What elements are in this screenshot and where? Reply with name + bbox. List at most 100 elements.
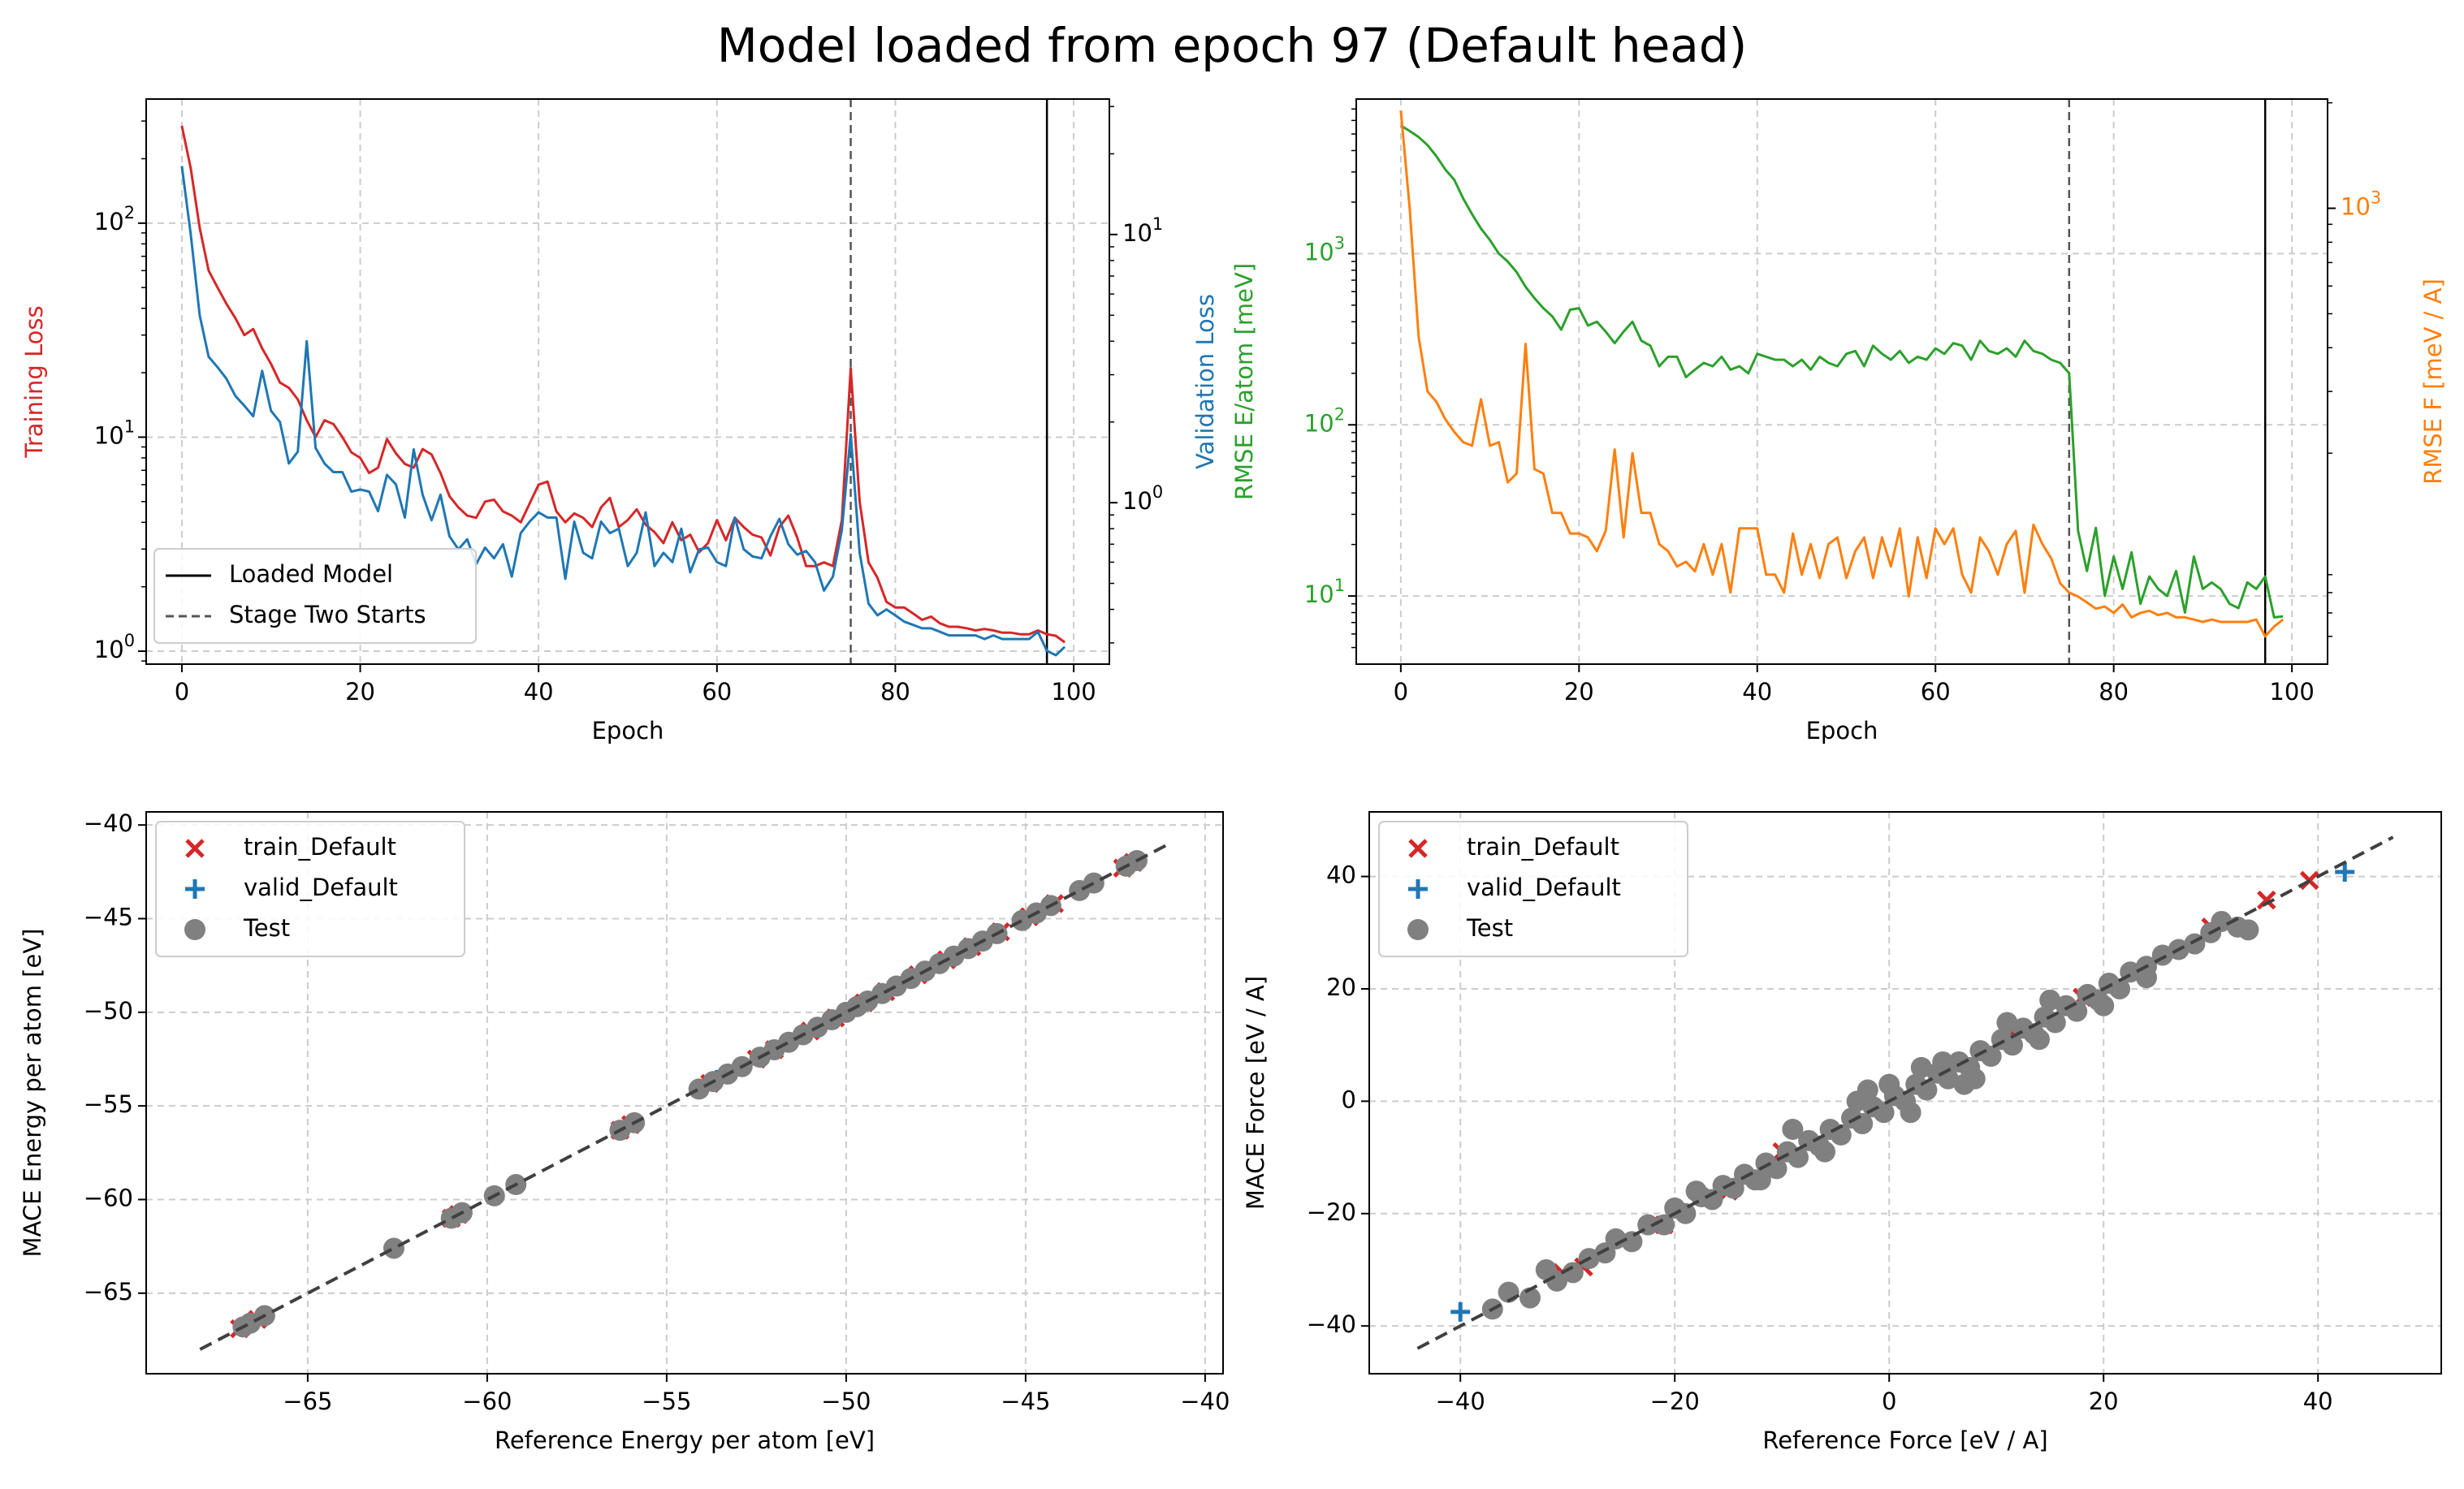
chart-rmse: 0 20 40 60 80 100 Epoch 101 102 103 103 RMSE E/atom… <box>1230 98 2447 744</box>
y-tick-label: −60 <box>84 1184 133 1211</box>
axes-frame <box>145 811 1224 1375</box>
charts-area: 0 20 40 60 80 100 Epoch 100 101 102 100 101 Training… <box>19 98 2447 1454</box>
legend-box <box>155 821 465 957</box>
plot-area <box>199 842 1170 1351</box>
data-point <box>1787 1146 1809 1168</box>
y-axis-label: MACE Energy per atom [eV] <box>19 929 46 1258</box>
legend-symbol-+ <box>1408 879 1428 899</box>
x-tick-label: 60 <box>1921 678 1951 706</box>
legend-label: valid_Default <box>1467 874 1621 901</box>
data-point <box>2002 1034 2023 1056</box>
data-point <box>1932 1051 1954 1073</box>
legend-symbol-x <box>185 839 205 858</box>
y2-tick-label: 100 <box>1122 482 1163 515</box>
data-point <box>1749 1169 1771 1191</box>
legend-marker <box>1408 839 1428 858</box>
y-tick-label: 101 <box>94 416 135 449</box>
chart-loss: 0 20 40 60 80 100 Epoch 100 101 102 100 101 Training… <box>20 98 1219 744</box>
x-axis-label: Epoch <box>1806 717 1878 744</box>
series-test <box>232 849 1148 1338</box>
data-point <box>1766 1158 1787 1180</box>
legend-label: Stage Two Starts <box>229 601 426 628</box>
x-tick-label: −50 <box>821 1388 871 1415</box>
data-point <box>1546 1270 1567 1292</box>
data-point <box>1782 1118 1804 1140</box>
legend-marker <box>185 839 205 858</box>
x-tick-label: 20 <box>1564 678 1594 706</box>
y-axis-label: Training Loss <box>20 305 48 458</box>
chart-energy: −65 −60 −55 −50 −45 −40 Reference Energy per a… <box>19 809 1230 1454</box>
x-tick-label: 0 <box>1394 678 1408 706</box>
x-tick-label: 100 <box>1051 678 1096 706</box>
data-point <box>2335 862 2355 883</box>
data-point <box>1675 1202 1697 1224</box>
legend-box <box>153 548 477 644</box>
series-line-rmse-e-atom-mev- <box>1400 124 2284 619</box>
legend-label: train_Default <box>1467 833 1619 861</box>
y-axis-label: RMSE E/atom [meV] <box>1230 263 1258 500</box>
x-tick-label: 0 <box>1882 1388 1896 1415</box>
axes-frame <box>1368 811 2442 1375</box>
data-point <box>1450 1301 1471 1322</box>
data-point <box>2257 890 2276 910</box>
y2-axis-label: Validation Loss <box>1191 294 1219 469</box>
y-tick-label: 102 <box>1304 404 1345 437</box>
data-point <box>1083 872 1104 894</box>
series-test <box>1481 910 2259 1320</box>
y-tick-label: −40 <box>1307 1310 1356 1338</box>
x-tick-label: 80 <box>2099 678 2129 706</box>
data-point <box>1653 1214 1675 1236</box>
axes-frame <box>1355 98 2328 665</box>
y-tick-label: −50 <box>84 997 133 1025</box>
x-tick-label: −45 <box>1001 1388 1050 1415</box>
data-point <box>2039 989 2061 1011</box>
data-point <box>2237 919 2259 941</box>
data-point <box>1621 1231 1643 1253</box>
legend-label: valid_Default <box>244 874 398 901</box>
series-valid-default <box>1450 862 2355 1322</box>
legend-symbol-+ <box>185 879 205 899</box>
y-tick-label: 101 <box>1304 576 1345 608</box>
data-point <box>1685 1180 1707 1202</box>
data-point <box>1562 1262 1584 1284</box>
legend-label: Loaded Model <box>229 560 393 588</box>
legend-marker <box>184 919 205 940</box>
y-tick-label: 102 <box>94 203 135 235</box>
x-tick-label: 80 <box>880 678 910 706</box>
legend-marker <box>1408 879 1428 899</box>
data-point <box>1857 1079 1878 1101</box>
legend-box <box>1378 821 1688 957</box>
x-tick-label: 20 <box>2089 1388 2119 1415</box>
y-tick-label: 40 <box>1326 861 1356 889</box>
x-tick-label: 40 <box>2303 1388 2333 1415</box>
data-point <box>1814 1141 1835 1163</box>
x-tick-label: −40 <box>1436 1388 1485 1415</box>
data-point <box>1605 1228 1627 1249</box>
legend-label: Test <box>1466 914 1513 942</box>
x-tick-label: 0 <box>175 678 189 706</box>
legend-label: train_Default <box>244 833 396 861</box>
x-tick-label: 20 <box>345 678 375 706</box>
chart-force: −40 −20 0 20 40 Reference Force [eV / A] −40 −2… <box>1242 811 2442 1454</box>
data-point <box>1878 1073 1900 1095</box>
x-axis-label: Reference Energy per atom [eV] <box>495 1426 875 1454</box>
data-point <box>1953 1073 1975 1095</box>
y2-axis-label: RMSE F [meV / A] <box>2419 278 2447 485</box>
series-line-validation-loss <box>180 166 1066 657</box>
series-line-rmse-f-mev-a- <box>1399 110 2285 638</box>
x-tick-label: −65 <box>283 1388 332 1415</box>
plot-area <box>1399 99 2285 664</box>
legend-symbol-o <box>1407 919 1429 940</box>
y-axis-label: MACE Force [eV / A] <box>1242 976 1269 1210</box>
data-point <box>1900 1102 1921 1124</box>
data-point <box>2029 1029 2050 1051</box>
y-tick-label: −20 <box>1307 1198 1356 1226</box>
y-tick-label: 0 <box>1342 1085 1356 1113</box>
y2-tick-label: 101 <box>1122 214 1163 247</box>
legend-marker <box>1407 919 1429 940</box>
legend-marker <box>185 879 205 899</box>
x-tick-label: −55 <box>642 1388 691 1415</box>
x-tick-label: −20 <box>1650 1388 1700 1415</box>
y-tick-label: 103 <box>1304 233 1345 265</box>
